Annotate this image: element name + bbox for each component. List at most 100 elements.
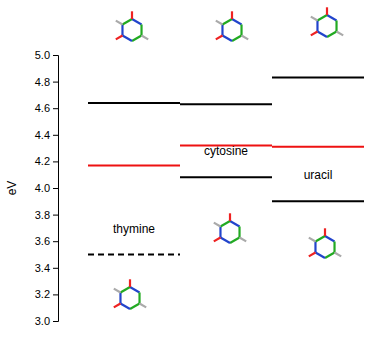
bond <box>216 36 223 40</box>
molecule-icon <box>114 279 146 309</box>
tick-label: 4.0 <box>35 182 50 194</box>
bond <box>231 11 233 19</box>
bond <box>222 36 232 42</box>
bond <box>333 242 335 253</box>
bond <box>309 253 316 257</box>
tick-mark <box>53 135 58 136</box>
bond <box>325 253 335 259</box>
bond <box>114 289 121 293</box>
bond <box>130 287 140 293</box>
bond <box>229 213 231 221</box>
bond <box>219 227 221 238</box>
tick-label: 4.8 <box>35 76 50 88</box>
bond <box>315 253 325 259</box>
tick: 3.6 <box>35 235 58 247</box>
bond <box>130 304 140 310</box>
bond <box>142 36 149 40</box>
tick-label: 3.2 <box>35 288 50 300</box>
category-label: cytosine <box>204 144 248 158</box>
bond <box>335 21 337 32</box>
bond <box>230 221 240 227</box>
bond <box>240 25 242 36</box>
tick-label: 4.4 <box>35 129 50 141</box>
bond <box>222 19 232 25</box>
bond <box>325 236 335 242</box>
bond <box>315 236 325 242</box>
tick: 3.2 <box>35 288 58 300</box>
bond <box>311 17 318 21</box>
bond <box>337 32 344 36</box>
axis-line <box>53 56 59 322</box>
bond <box>316 21 318 32</box>
tick-mark <box>53 294 58 295</box>
tick-mark <box>53 188 58 189</box>
bond <box>140 304 147 308</box>
energy-level <box>272 77 364 79</box>
tick: 4.6 <box>35 102 58 114</box>
bond <box>317 32 327 38</box>
molecule-icon <box>116 11 148 41</box>
tick-label: 3.4 <box>35 262 50 274</box>
tick: 3.0 <box>35 315 58 327</box>
tick-label: 4.2 <box>35 155 50 167</box>
bond <box>129 279 131 287</box>
category-label: thymine <box>113 222 155 236</box>
bond <box>221 25 223 36</box>
axis-title: eV <box>5 181 19 196</box>
bond <box>214 238 221 242</box>
tick-label: 3.8 <box>35 209 50 221</box>
tick: 3.4 <box>35 262 58 274</box>
bond <box>121 25 123 36</box>
energy-level <box>88 254 180 256</box>
tick: 4.8 <box>35 76 58 88</box>
tick: 3.8 <box>35 209 58 221</box>
tick-mark <box>53 55 58 56</box>
tick: 4.0 <box>35 182 58 194</box>
tick: 4.4 <box>35 129 58 141</box>
energy-level <box>272 146 364 148</box>
levels <box>88 78 364 255</box>
molecule-icon <box>214 213 246 243</box>
bond <box>240 238 247 242</box>
bond <box>326 7 328 15</box>
bond <box>114 304 121 308</box>
energy-level <box>272 200 364 202</box>
bond <box>122 19 132 25</box>
bond <box>214 223 221 227</box>
y-axis: 3.0 3.2 3.4 3.6 3.8 4.0 4.2 4.4 4.6 4.8 5.0 <box>35 49 59 327</box>
bond <box>216 21 223 25</box>
bond <box>242 36 249 40</box>
molecule-icon <box>309 228 341 258</box>
bond <box>317 15 327 21</box>
bond <box>327 15 337 21</box>
tick-mark <box>53 321 58 322</box>
bond <box>131 11 133 19</box>
bond <box>132 36 142 42</box>
bond <box>116 36 123 40</box>
tick-mark <box>53 241 58 242</box>
bond <box>232 19 242 25</box>
tick-mark <box>53 161 58 162</box>
energy-level <box>88 102 180 104</box>
bond <box>220 238 230 244</box>
bond <box>230 238 240 244</box>
category-label: uracil <box>304 168 333 182</box>
bond <box>309 238 316 242</box>
bond <box>138 293 140 304</box>
chart: thymine cytosine uracil 3.0 3.2 3.4 3.6 3.8 4.0 4… <box>0 0 366 344</box>
bond <box>220 221 230 227</box>
bond <box>140 25 142 36</box>
molecule-icon <box>311 7 343 37</box>
bond <box>311 32 318 36</box>
tick: 4.2 <box>35 155 58 167</box>
tick-label: 4.6 <box>35 102 50 114</box>
bond <box>314 242 316 253</box>
tick-mark <box>53 82 58 83</box>
bond <box>132 19 142 25</box>
energy-level <box>180 176 272 178</box>
tick: 5.0 <box>35 49 58 61</box>
bond <box>335 253 342 257</box>
bond <box>119 293 121 304</box>
molecule-icon <box>216 11 248 41</box>
bond <box>116 21 123 25</box>
